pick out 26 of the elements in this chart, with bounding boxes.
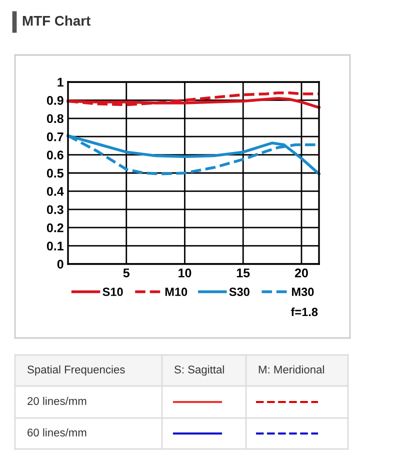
text: M: Meridional	[258, 365, 324, 374]
y-tick-label: 0.9	[46, 96, 64, 105]
y-tick-label: 0.8	[46, 114, 64, 124]
y-tick-label: 0.1	[46, 242, 64, 250]
y-tick-label: 0.6	[46, 150, 64, 160]
text: 60 lines/mm	[28, 428, 86, 436]
y-tick-label: 1	[58, 78, 64, 87]
x-tick-label: 15	[236, 268, 250, 278]
y-tick-label: 0.5	[46, 168, 64, 178]
text: f=1.8	[290, 307, 318, 316]
y-tick-label: 0.2	[46, 223, 64, 232]
chart-title: MTF Chart	[22, 16, 90, 26]
text: S: Sagittal	[174, 365, 224, 376]
y-tick-label: 0.7	[46, 132, 64, 142]
legend-label: S10	[102, 288, 123, 296]
legend-label: M30	[292, 288, 314, 296]
y-tick-label: 0	[57, 260, 64, 269]
x-tick-label: 5	[123, 268, 130, 278]
text: Spatial Frequencies	[28, 365, 125, 376]
y-tick-label: 0.3	[46, 205, 64, 214]
legend-label: M10	[165, 288, 188, 296]
text: 20 lines/mm	[28, 396, 86, 405]
legend-label: S30	[229, 288, 250, 296]
y-tick-label: 0.4	[46, 187, 64, 196]
x-tick-label: 20	[294, 268, 308, 278]
x-tick-label: 10	[178, 268, 192, 278]
